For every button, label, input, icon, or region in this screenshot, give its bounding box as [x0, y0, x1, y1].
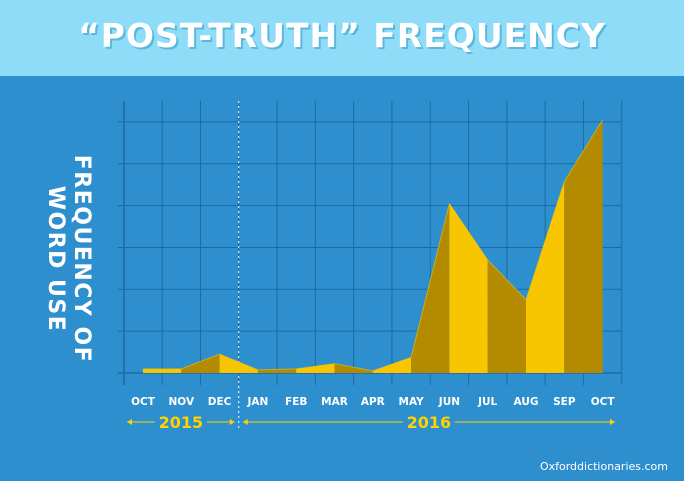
area-outline	[143, 119, 604, 372]
year-bracket-arrow	[242, 419, 248, 425]
year-label: 2016	[407, 413, 452, 432]
y-axis-label: FREQUENCY OF WORD USE	[33, 148, 101, 370]
area-segment	[334, 363, 373, 373]
source-credit: Oxforddictionaries.com	[539, 460, 668, 473]
area-segment	[181, 354, 220, 373]
x-tick-label: OCT	[591, 396, 616, 408]
year-bracket-arrow	[229, 419, 235, 425]
area-segment	[296, 363, 335, 373]
y-axis-label-line-2: WORD USE	[43, 186, 68, 333]
x-tick-label: JUN	[438, 396, 460, 408]
year-bracket-arrow	[610, 419, 615, 425]
x-tick-label: MAY	[399, 396, 425, 408]
x-tick-label: NOV	[169, 396, 195, 408]
x-tick-label: JAN	[246, 396, 268, 408]
y-axis-label-line-1: FREQUENCY OF	[69, 155, 94, 363]
x-tick-label: OCT	[131, 396, 156, 408]
chart-title: “POST-TRUTH” FREQUENCY	[78, 16, 606, 55]
area-segment	[411, 203, 450, 373]
year-bracket-arrow	[127, 419, 132, 425]
x-tick-label: SEP	[553, 396, 576, 408]
area-segment	[143, 368, 182, 373]
title-band	[0, 0, 684, 76]
year-label: 2015	[159, 413, 204, 432]
area-segment	[487, 260, 526, 373]
x-tick-label: DEC	[208, 396, 232, 408]
area-segment	[564, 119, 603, 373]
x-tick-label: JUL	[477, 396, 497, 408]
area-segment	[526, 181, 565, 373]
area-segment	[219, 354, 258, 373]
x-tick-label: MAR	[321, 396, 348, 408]
x-tick-label: AUG	[514, 396, 539, 408]
x-tick-label: FEB	[285, 396, 307, 408]
y-axis-label-svg: FREQUENCY OF WORD USE	[43, 155, 94, 363]
x-tick-label: APR	[361, 396, 385, 408]
